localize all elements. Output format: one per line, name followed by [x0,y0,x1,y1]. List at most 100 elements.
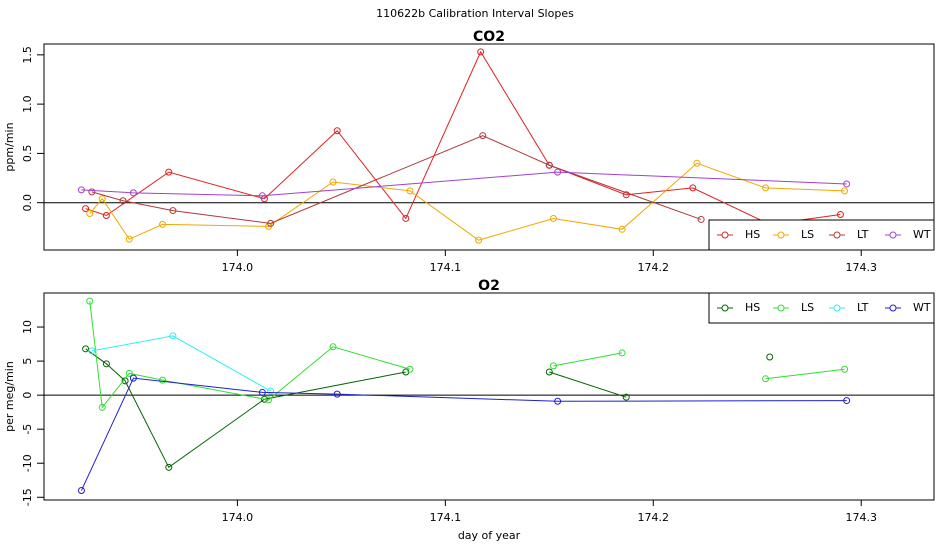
data-point [766,353,774,361]
series-line [549,371,627,398]
data-point [618,349,626,357]
data-point [549,362,557,370]
legend-symbol [889,231,897,239]
data-point [622,393,630,401]
data-point [693,159,701,167]
y-tick-label: 10 [21,320,34,334]
figure-title: 110622b Calibration Interval Slopes [376,7,574,20]
series-line [91,335,271,392]
y-axis-label: per meg/min [3,361,16,432]
series-line [85,50,841,225]
x-tick-label: 174.0 [222,261,254,274]
data-point [102,212,110,220]
data-point [762,375,770,383]
x-tick-label: 174.2 [638,511,670,524]
legend-label: LS [801,228,814,241]
data-point [475,236,483,244]
data-point [549,214,557,222]
y-tick-label: 0.0 [21,194,34,212]
data-point [402,214,410,222]
series-line [80,377,847,491]
data-point [88,188,96,196]
data-point [841,365,849,373]
data-point [545,161,553,169]
data-point [554,168,562,176]
y-tick-label: -15 [21,488,34,506]
legend-label: LT [857,228,869,241]
x-tick-label: 174.3 [845,511,877,524]
legend-symbol [889,304,897,312]
data-point [119,197,127,205]
data-point [406,187,414,195]
data-point [98,195,106,203]
panel-title: O2 [478,278,500,294]
x-tick-label: 174.1 [430,261,462,274]
data-point [169,207,177,215]
data-point [98,403,106,411]
data-point [129,374,137,382]
data-point [82,345,90,353]
legend-symbol [833,231,841,239]
data-point [165,463,173,471]
series-line [89,301,411,409]
data-point [479,132,487,140]
data-point [258,192,266,200]
data-point [265,396,273,404]
data-point [125,369,133,377]
data-point [477,48,485,56]
y-tick-label: 5 [21,358,34,365]
legend-symbol [833,304,841,312]
plot-area [77,48,851,244]
legend-label: WT [913,228,931,241]
legend-symbol [721,304,729,312]
data-point [329,343,337,351]
x-tick-label: 174.3 [845,261,877,274]
data-point [258,388,266,396]
data-point [159,220,167,228]
data-point [406,365,414,373]
legend-label: HS [745,301,760,314]
y-tick-label: 0.5 [21,145,34,163]
data-point [554,397,562,405]
data-point [77,186,85,194]
data-point [129,189,137,197]
data-point [267,387,275,395]
data-point [545,368,553,376]
y-tick-label: 1.5 [21,46,34,64]
data-point [102,360,110,368]
data-point [77,486,85,494]
legend-symbol [721,231,729,239]
series-line [91,135,702,224]
plot-area [77,297,851,494]
series-line [89,162,845,241]
series-line [85,348,406,469]
series-line [765,368,845,380]
data-point [88,347,96,355]
x-axis-label: day of year [458,529,521,542]
data-point [618,225,626,233]
x-tick-label: 174.2 [638,261,670,274]
x-tick-label: 174.1 [430,511,462,524]
legend-label: WT [913,301,931,314]
data-point [159,376,167,384]
legend-label: LS [801,301,814,314]
data-point [329,178,337,186]
plot-frame [43,292,935,501]
data-point [762,184,770,192]
data-point [125,235,133,243]
data-point [841,187,849,195]
legend-symbol [777,231,785,239]
data-point [165,168,173,176]
data-point [843,180,851,188]
series-line [553,352,623,367]
y-tick-label: 0 [21,392,34,399]
y-axis-label: ppm/min [3,122,16,171]
panel-title: CO2 [473,29,505,45]
legend-symbol [777,304,785,312]
data-point [267,219,275,227]
y-tick-label: -5 [21,424,34,435]
data-point [333,127,341,135]
data-point [697,215,705,223]
data-point [836,211,844,219]
